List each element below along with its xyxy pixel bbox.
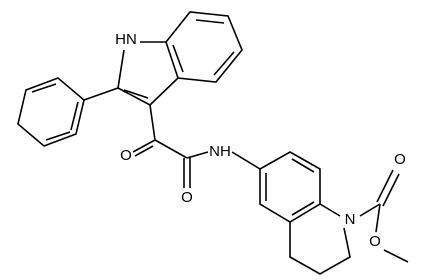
double-bond — [291, 158, 315, 173]
double-bond — [195, 19, 225, 24]
atom-label: O — [394, 151, 406, 168]
double-bond — [172, 44, 184, 73]
phenyl — [17, 77, 85, 147]
bond — [231, 151, 261, 170]
bond — [149, 104, 156, 141]
double-bond — [31, 83, 57, 93]
bond — [134, 145, 154, 157]
double-bond — [45, 131, 71, 141]
bonds — [17, 11, 409, 275]
bond — [375, 203, 381, 233]
bond — [83, 87, 119, 101]
bond — [154, 139, 188, 159]
bond — [359, 203, 381, 217]
atom-label: O — [369, 233, 381, 250]
bond — [289, 222, 351, 275]
double-bond — [123, 89, 149, 99]
bond — [319, 203, 341, 217]
atom-label: N — [345, 211, 356, 228]
bond — [186, 151, 209, 159]
bond — [382, 173, 400, 207]
bond — [383, 249, 409, 263]
double-bond — [70, 101, 79, 131]
atom-label: O — [181, 189, 193, 206]
atom-label: NH — [209, 143, 231, 160]
atom-label: HN — [115, 31, 137, 48]
atom-label: O — [120, 147, 132, 164]
double-bond — [291, 201, 315, 216]
bond — [132, 139, 156, 153]
indole-benzene — [165, 11, 243, 83]
bond — [376, 169, 394, 203]
bond — [117, 49, 179, 106]
aromatic-ring — [259, 151, 321, 223]
double-bond — [213, 51, 235, 76]
